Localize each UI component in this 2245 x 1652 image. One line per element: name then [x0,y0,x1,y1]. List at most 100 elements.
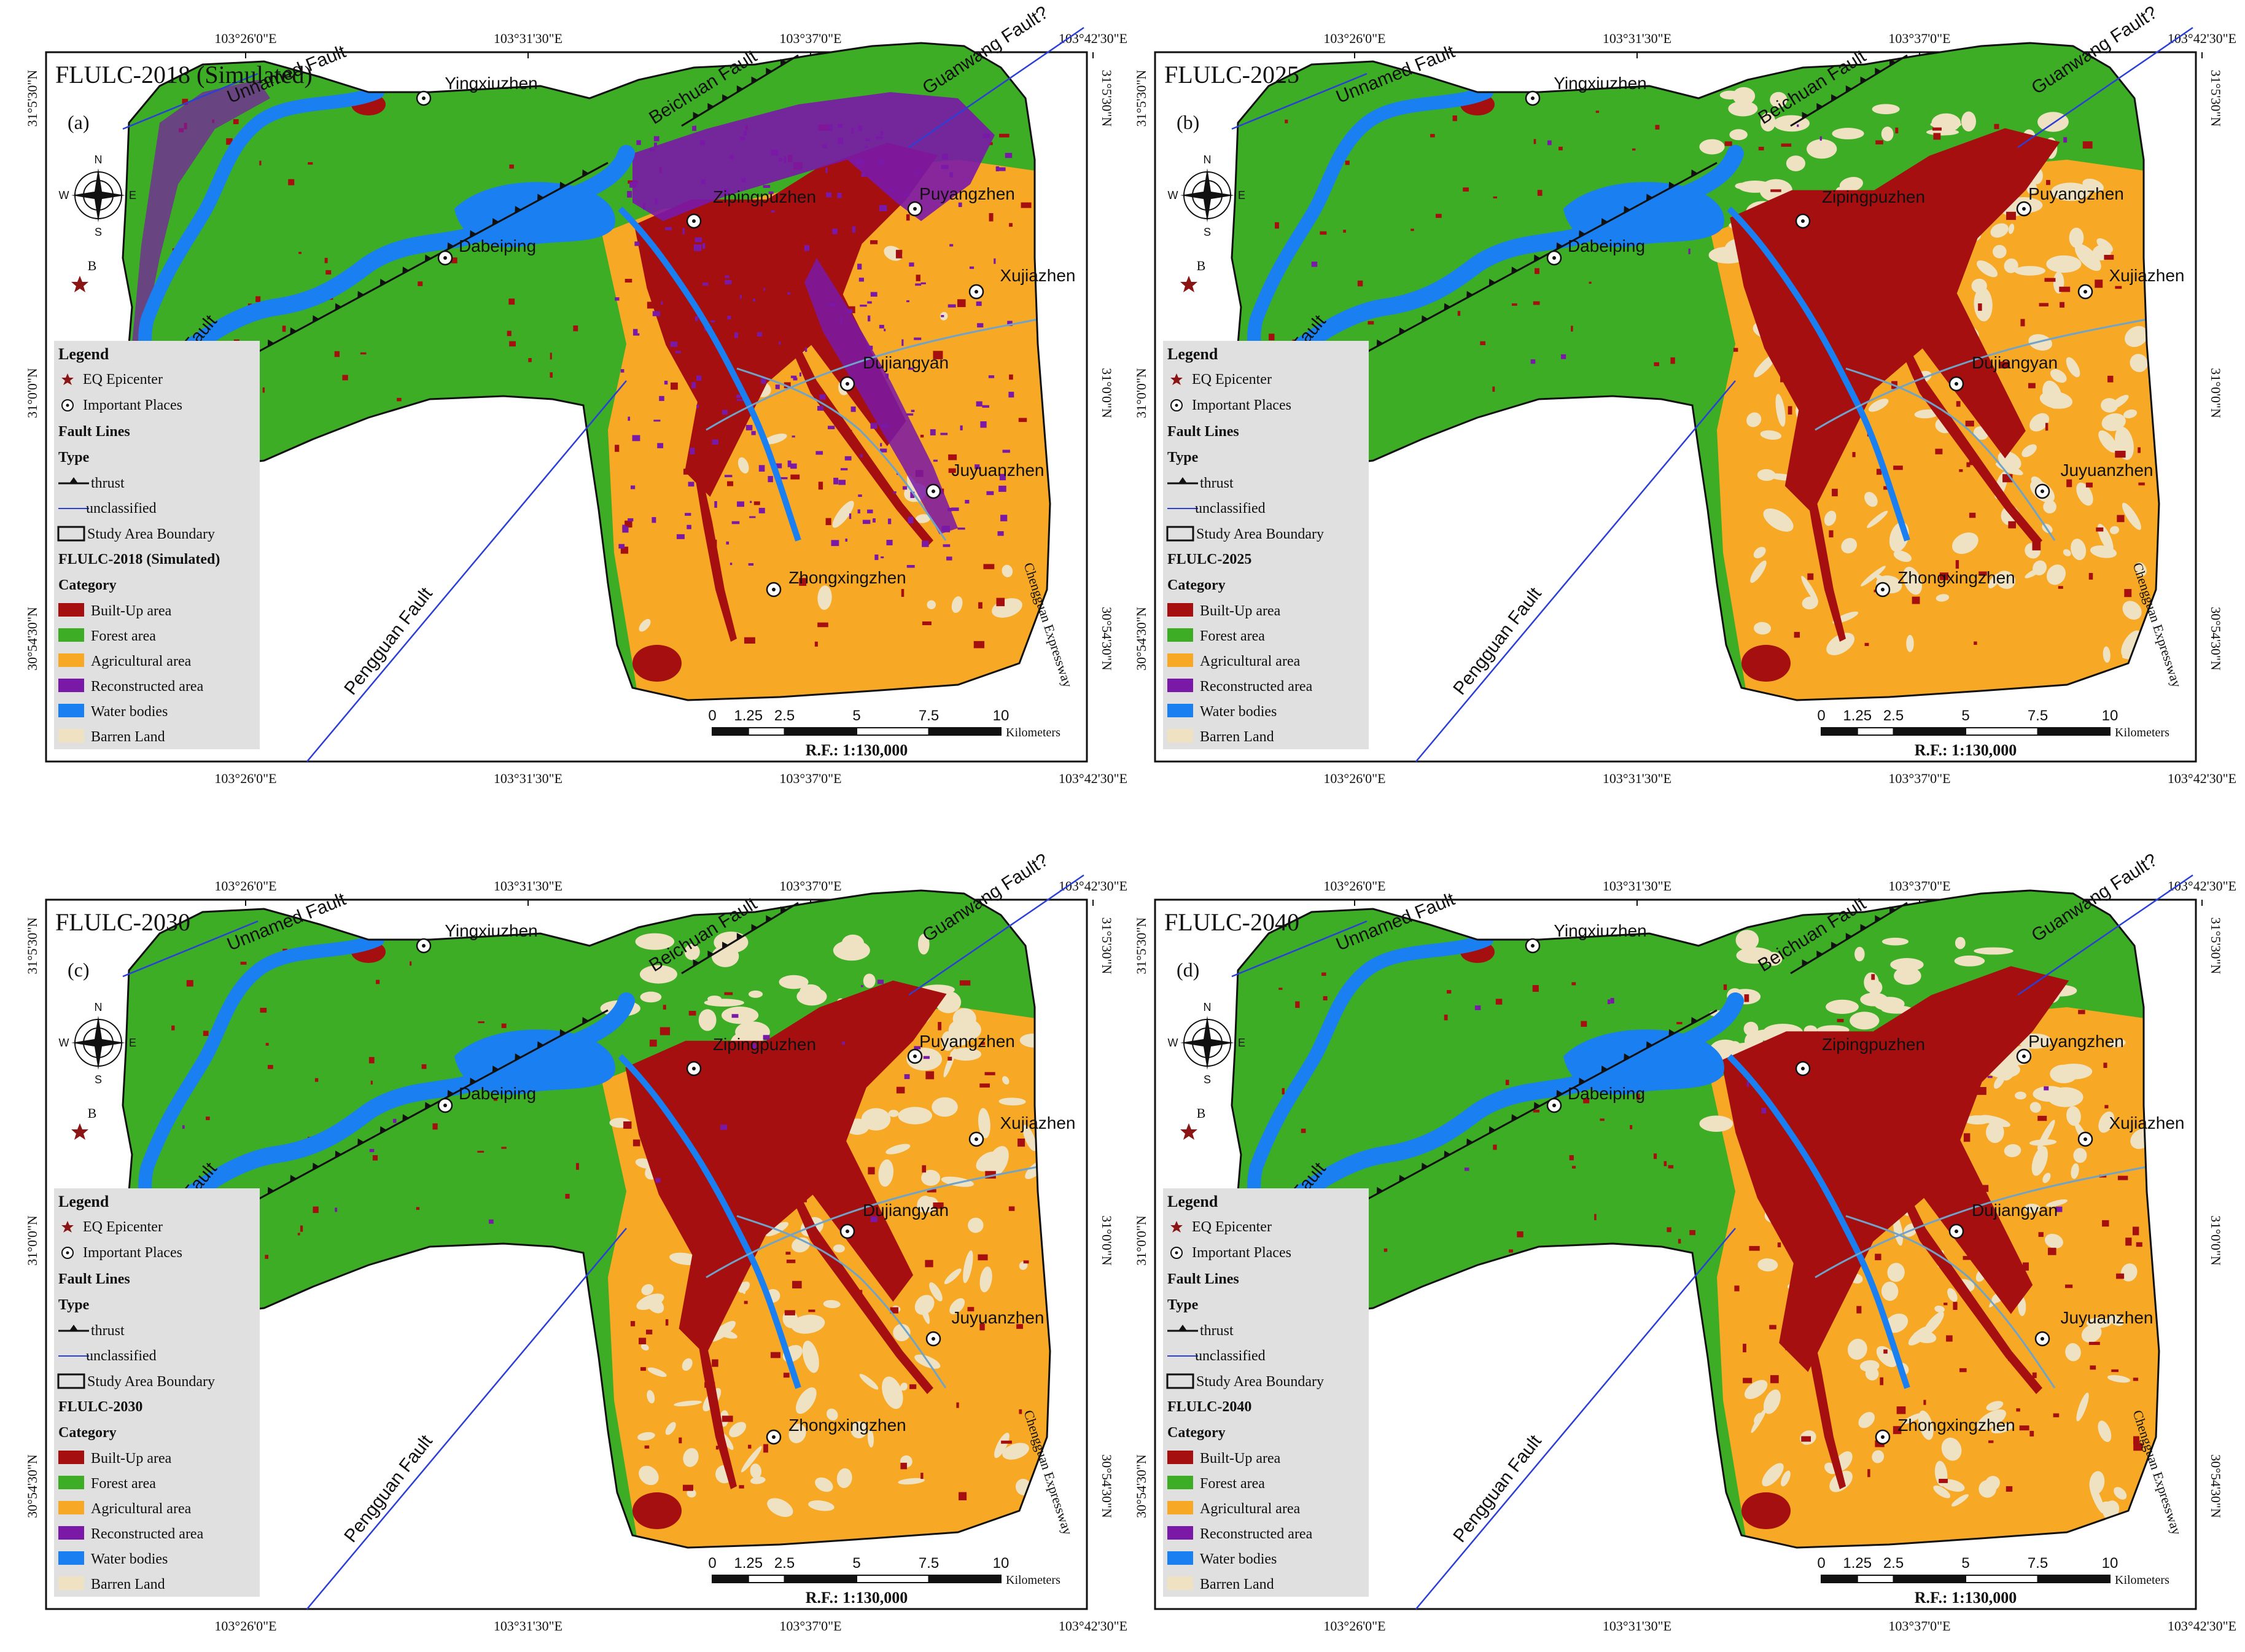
reconstructed-patch [636,140,641,146]
reconstructed-patch [664,380,668,385]
reconstructed-patch [831,540,839,547]
scale-bar-segment [2037,1575,2111,1583]
built-up-patch [1321,972,1326,976]
reconstructed-patch [828,303,836,306]
built-up-patch [959,980,971,986]
built-up-patch [624,279,632,283]
reconstructed-patch [792,435,795,438]
thrust-tick [1816,950,1823,958]
study-area-boundary [122,42,1051,701]
built-up-patch [1589,281,1592,284]
compass-rose: N S E W [1168,1001,1246,1086]
barren-patch [1801,575,1819,603]
built-up-patch [282,325,286,332]
built-up-patch [1924,1171,1929,1179]
built-up-patch [2133,1436,2139,1444]
thrust-tick [470,230,477,238]
built-up-patch [1009,223,1013,227]
barren-patch [900,1382,908,1391]
legend-fault-lines: Fault Lines [1167,1271,1239,1287]
legend-swatch-4 [1167,1551,1193,1565]
reconstructed-patch [615,297,620,301]
reconstructed-patch [837,192,842,198]
barren-patch [2029,1102,2041,1113]
barren-patch [1993,1075,2005,1089]
barren-patch [836,1468,852,1489]
reconstructed-patch [902,486,908,490]
built-up-patch [1867,1469,1870,1478]
built-up-patch [2028,383,2036,389]
built-up-patch [1741,645,1791,682]
barren-patch [2037,1120,2055,1150]
built-up-patch [787,1106,791,1112]
place-marker-center [1552,1104,1556,1107]
built-up-patch [789,252,798,260]
built-up-patch [267,1065,273,1069]
legend-class-label: Water bodies [91,1551,168,1567]
built-up-patch [1973,1196,1978,1203]
reconstructed-patch [634,241,640,246]
reconstructed-patch [976,301,982,306]
barren-patch [2069,227,2084,248]
barren-patch [1858,1412,1875,1428]
scale-tick-label: 7.5 [919,707,939,724]
reconstructed-patch [1005,152,1013,158]
reconstructed-area [132,80,270,368]
barren-patch [1770,92,1788,108]
reconstructed-patch [833,477,839,485]
built-up-patch [1883,1349,1888,1354]
built-up-patch [748,1444,752,1449]
place-label: Juyuanzhen [2060,1308,2153,1327]
legend-boundary-label: Study Area Boundary [87,1374,215,1390]
scale-tick-label: 0 [1817,707,1825,724]
barren-patch [1881,127,1894,141]
place-label: Zhongxingzhen [1897,568,2015,587]
thrust-tick [424,254,432,262]
built-up-patch [2103,1062,2107,1068]
thrust-tick [1646,1041,1653,1049]
built-up-patch [814,641,818,647]
built-up-patch [2117,1175,2128,1180]
reconstructed-patch [867,345,873,350]
built-up-patch [1492,386,1495,392]
reconstructed-patch [784,157,786,163]
reconstructed-patch [876,136,884,139]
built-up-patch [842,429,852,437]
legend-swatch-1 [58,1476,84,1489]
legend-class-label: Agricultural area [1200,653,1301,669]
built-up-patch [1777,1242,1781,1248]
barren-patch [750,1476,766,1484]
panel-title: FLULC-2025 [1164,61,1299,88]
unnamed-fault-line [122,920,259,978]
built-up-patch [1535,268,1539,275]
reconstructed-patch [873,518,876,523]
place-marker-center [846,1229,849,1233]
legend-swatch-1 [1167,628,1193,642]
pengguan-fault-line [306,380,627,762]
built-up-patch [744,1301,748,1304]
barren-patch [637,1432,655,1441]
epicenter-label: B [88,1105,97,1121]
built-up-patch [342,375,348,381]
legend: Legend EQ Epicenter Important Places Fault … [1166,345,1324,745]
reconstructed-patch [653,419,661,422]
reconstructed-patch [632,435,640,442]
built-up-patch [2133,1377,2139,1381]
built-up-patch [1446,990,1452,994]
legend-swatch-2 [58,653,84,667]
barren-patch [2101,398,2119,413]
barren-patch [1941,1437,1962,1461]
thrust-tick [766,915,772,922]
legend-box [1163,341,1369,749]
barren-patch [2076,1392,2089,1422]
built-up-patch [947,1056,952,1061]
canal [1845,1215,2056,1389]
coord-top-label: 103°37'0"E [1888,878,1950,894]
map-panel-a: 103°26'0"E 103°31'30"E 103°37'0"E 103°42'30… [25,2,1127,786]
thrust-tick [447,1089,454,1097]
barren-patch [1854,946,1865,962]
barren-patch [2021,444,2037,458]
reconstructed-patch [851,127,854,134]
built-up-patch [2078,1010,2085,1015]
panel-title: FLULC-2040 [1164,908,1299,936]
